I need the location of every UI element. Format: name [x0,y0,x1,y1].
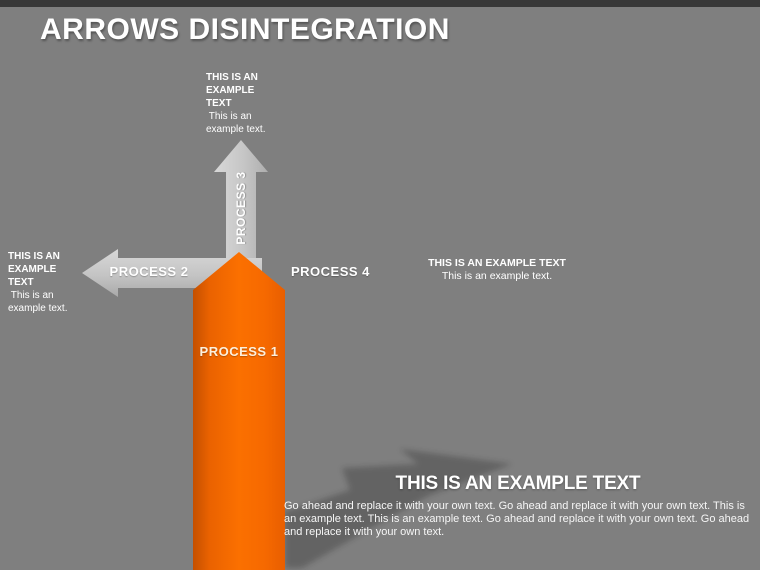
note-left: THIS IS AN EXAMPLE TEXT This is an examp… [8,250,72,315]
process3-arrow [214,140,268,296]
arrow-cast-shadow [285,449,512,568]
note-right-heading: THIS IS AN EXAMPLE TEXT [428,257,566,269]
note-left-body: This is an example text. [8,290,68,314]
bottom-text-block: THIS IS AN EXAMPLE TEXT Go ahead and rep… [284,473,752,539]
note-top-heading: THIS IS AN EXAMPLE TEXT [206,72,258,109]
bottom-body: Go ahead and replace it with your own te… [284,500,750,538]
process1-label: PROCESS 1 [199,344,279,359]
process4-label: PROCESS 4 [291,264,370,279]
slide-title: ARROWS DISINTEGRATION [40,13,450,46]
process2-label: PROCESS 2 [109,264,189,279]
note-top-body: This is an example text. [206,111,266,135]
top-accent-bar [0,0,760,7]
process1-arrow [193,252,285,570]
note-right-body: This is an example text. [441,270,553,282]
note-left-heading: THIS IS AN EXAMPLE TEXT [8,251,60,288]
note-right: THIS IS AN EXAMPLE TEXT This is an examp… [424,257,570,283]
bottom-heading: THIS IS AN EXAMPLE TEXT [395,473,641,494]
note-top: THIS IS AN EXAMPLE TEXT This is an examp… [206,71,270,136]
process3-label: PROCESS 3 [234,171,248,245]
